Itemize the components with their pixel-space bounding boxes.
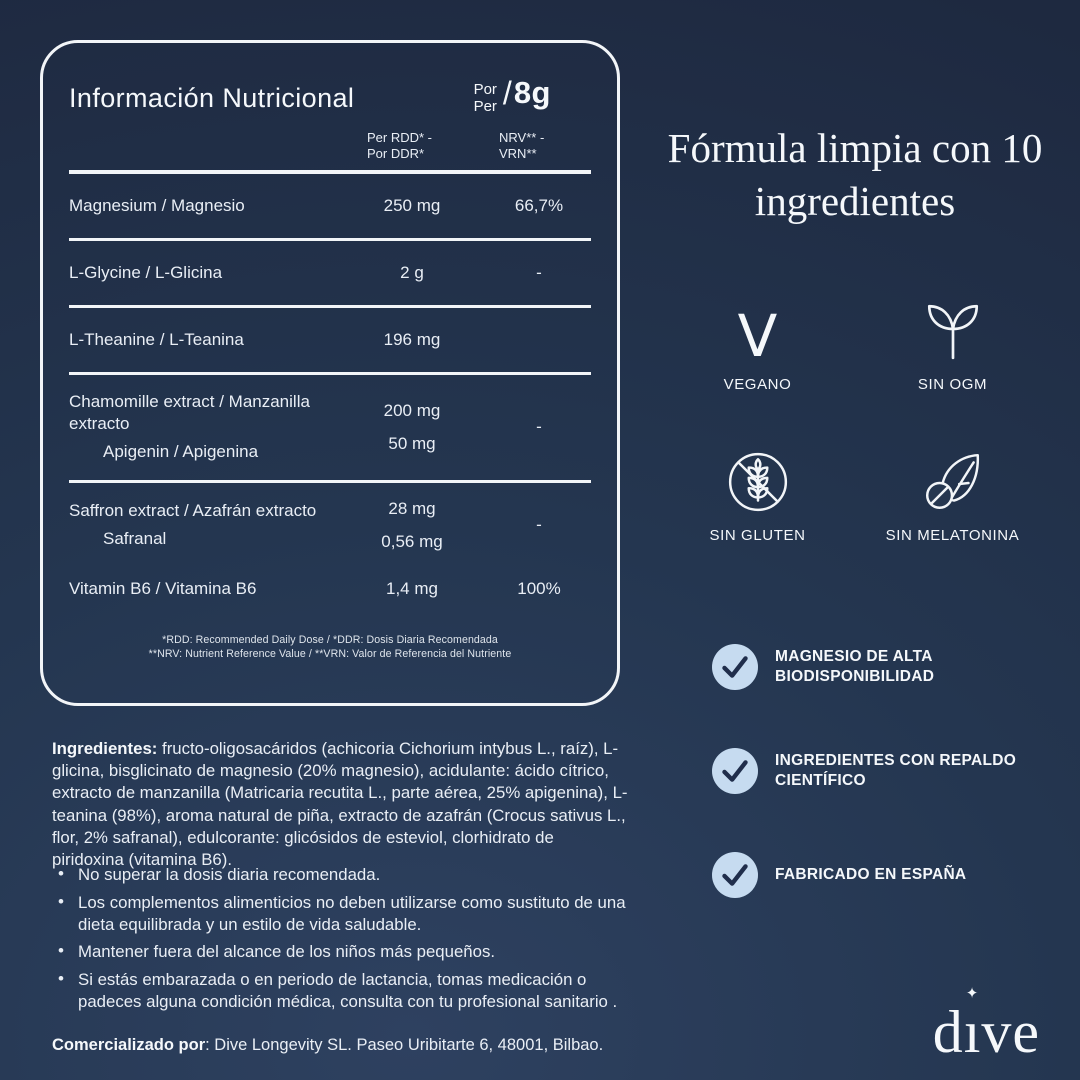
gluten-free-icon bbox=[725, 439, 791, 515]
nutrient-name: Magnesium / Magnesio bbox=[69, 196, 245, 215]
table-row: L-Glycine / L-Glicina 2 g - bbox=[69, 241, 591, 309]
nutrient-nrv: - bbox=[536, 515, 542, 535]
badge-label: VEGANO bbox=[723, 376, 792, 393]
table-footnotes: *RDD: Recommended Daily Dose / *DDR: Dos… bbox=[148, 633, 512, 661]
table-row: Saffron extract / Azafrán extracto Safra… bbox=[69, 483, 591, 568]
column-header-amount: Per RDD* - Por DDR* bbox=[367, 129, 433, 161]
badge-label: SIN MELATONINA bbox=[885, 527, 1020, 544]
nutrient-name: L-Glycine / L-Glicina bbox=[69, 263, 223, 283]
nutrient-amount: 2 g bbox=[400, 263, 424, 283]
no-melatonin-icon bbox=[920, 439, 986, 515]
badge-vegano: V VEGANO bbox=[660, 288, 855, 393]
column-spacer bbox=[69, 130, 337, 163]
serving-size: Por Per / 8g bbox=[474, 75, 551, 116]
distributor-text: : Dive Longevity SL. Paseo Uribitarte 6,… bbox=[205, 1036, 604, 1054]
table-row: Chamomille extract / Manzanilla extracto… bbox=[69, 375, 591, 483]
serving-por: Por bbox=[473, 81, 497, 98]
claims-list: MAGNESIO DE ALTA BIODISPONIBILIDAD INGRE… bbox=[712, 644, 1057, 898]
badge-sin-ogm: SIN OGM bbox=[855, 288, 1050, 393]
nutrient-nrv: 100% bbox=[517, 578, 561, 598]
headline: Fórmula limpia con 10 ingredientes bbox=[667, 125, 1043, 225]
warning-item: No superar la dosis diaria recomendada. bbox=[56, 863, 644, 886]
nutrient-amount: 1,4 mg bbox=[386, 578, 438, 598]
serving-amount: 8g bbox=[513, 75, 551, 110]
check-icon bbox=[712, 644, 758, 690]
nutrient-name: Vitamin B6 / Vitamina B6 bbox=[69, 578, 257, 598]
nutrient-amount: 28 mg 0,56 mg bbox=[381, 498, 443, 551]
check-icon bbox=[712, 748, 758, 794]
badge-sin-melatonina: SIN MELATONINA bbox=[855, 439, 1050, 544]
dive-logo: d ✦ ıve bbox=[932, 984, 1040, 1065]
table-row: Vitamin B6 / Vitamina B6 1,4 mg 100% bbox=[69, 568, 591, 621]
panel-title: Información Nutricional bbox=[69, 83, 355, 113]
nutrient-name: L-Theanine / L-Teanina bbox=[69, 330, 244, 350]
nutrient-amount: 200 mg 50 mg bbox=[383, 400, 441, 453]
table-column-headers: Per RDD* - Por DDR* NRV** - VRN** bbox=[69, 129, 591, 174]
nutrient-name: Chamomille extract / Manzanilla extracto… bbox=[69, 391, 337, 463]
claim-item: FABRICADO EN ESPAÑA bbox=[712, 852, 1057, 898]
table-row: L-Theanine / L-Teanina 196 mg bbox=[69, 308, 591, 376]
nutrient-nrv: 66,7% bbox=[514, 196, 564, 216]
claim-item: MAGNESIO DE ALTA BIODISPONIBILIDAD bbox=[712, 644, 1057, 690]
claim-text: INGREDIENTES CON REPALDO CIENTÍFICO bbox=[775, 751, 1017, 789]
table-row: Magnesium / Magnesio 250 mg 66,7% bbox=[69, 174, 591, 242]
column-header-nrv: NRV** - VRN** bbox=[499, 129, 545, 161]
nutrient-nrv: - bbox=[536, 417, 542, 437]
nutrient-nrv: - bbox=[536, 263, 542, 283]
claim-item: INGREDIENTES CON REPALDO CIENTÍFICO bbox=[712, 748, 1057, 794]
distributor-line: Comercializado por: Dive Longevity SL. P… bbox=[52, 1036, 652, 1055]
badge-sin-gluten: SIN GLUTEN bbox=[660, 439, 855, 544]
warning-item: Si estás embarazada o en periodo de lact… bbox=[56, 968, 644, 1013]
warning-item: Mantener fuera del alcance de los niños … bbox=[56, 940, 644, 963]
sprout-icon bbox=[920, 288, 986, 364]
nutrient-subname: Apigenin / Apigenina bbox=[103, 442, 259, 462]
warnings-list: No superar la dosis diaria recomendada. … bbox=[56, 863, 644, 1019]
feature-badges: V VEGANO SIN OGM bbox=[660, 288, 1050, 544]
badge-label: SIN OGM bbox=[917, 376, 988, 393]
warning-item: Los complementos alimenticios no deben u… bbox=[56, 891, 644, 936]
logo-spark-icon: ✦ bbox=[965, 984, 980, 1002]
ingredients-label: Ingredientes: bbox=[52, 739, 158, 758]
nutrient-amount: 250 mg bbox=[383, 196, 441, 216]
nutrient-amount: 196 mg bbox=[383, 330, 441, 350]
serving-per: Per bbox=[473, 98, 497, 116]
vegan-v-icon: V bbox=[737, 301, 778, 370]
nutrition-panel: Información Nutricional Por Per / 8g Per… bbox=[40, 40, 620, 706]
claim-text: MAGNESIO DE ALTA BIODISPONIBILIDAD bbox=[775, 647, 935, 685]
badge-label: SIN GLUTEN bbox=[709, 527, 806, 544]
nutrient-subname: Safranal bbox=[103, 529, 167, 549]
claim-text: FABRICADO EN ESPAÑA bbox=[775, 865, 967, 883]
nutrient-name: Saffron extract / Azafrán extracto Safra… bbox=[69, 500, 337, 550]
distributor-label: Comercializado por bbox=[52, 1036, 206, 1054]
serving-por-per: Por Per bbox=[474, 75, 497, 116]
check-icon bbox=[712, 852, 758, 898]
ingredients-text: fructo-oligosacáridos (achicoria Cichori… bbox=[52, 739, 628, 869]
ingredients-paragraph: Ingredientes: fructo-oligosacáridos (ach… bbox=[52, 738, 630, 871]
serving-slash: / bbox=[502, 75, 512, 111]
panel-header: Información Nutricional Por Per / 8g bbox=[69, 75, 591, 116]
